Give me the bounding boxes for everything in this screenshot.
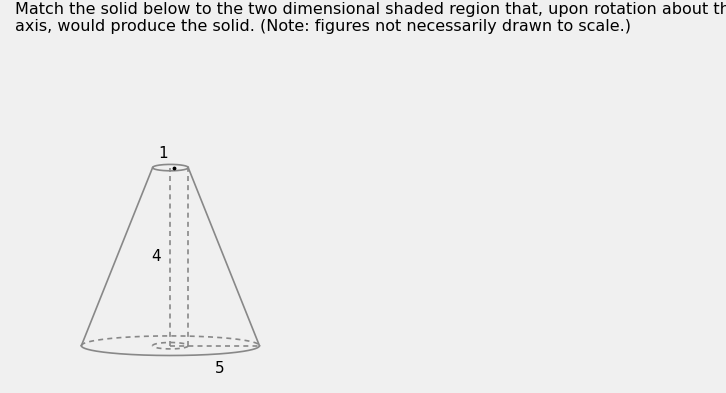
Text: 4: 4 [151, 249, 160, 264]
Text: Match the solid below to the two dimensional shaded region that, upon rotation a: Match the solid below to the two dimensi… [15, 2, 726, 34]
Text: 5: 5 [215, 361, 224, 376]
Text: 1: 1 [158, 146, 168, 161]
